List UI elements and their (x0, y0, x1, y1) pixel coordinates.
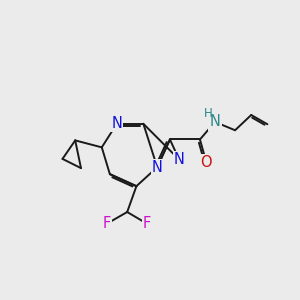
Text: H: H (204, 107, 213, 120)
Text: O: O (201, 155, 212, 170)
Text: N: N (174, 152, 184, 167)
Text: N: N (111, 116, 122, 131)
Text: F: F (143, 216, 151, 231)
Text: F: F (103, 216, 111, 231)
Text: N: N (209, 114, 220, 129)
Text: N: N (152, 160, 163, 175)
